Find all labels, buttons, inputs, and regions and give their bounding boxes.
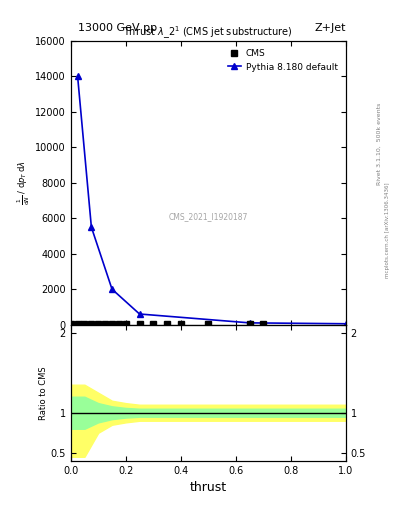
Line: Pythia 8.180 default: Pythia 8.180 default (74, 73, 349, 327)
CMS (261, 322, 266, 328)
Title: Thrust $\lambda\_2^1$ (CMS jet substructure): Thrust $\lambda\_2^1$ (CMS jet substruct… (123, 25, 293, 41)
Text: mcplots.cern.ch [arXiv:1306.3436]: mcplots.cern.ch [arXiv:1306.3436] (385, 183, 389, 278)
Pythia 8.180 default (137, 311, 142, 317)
CMS (75, 322, 80, 328)
CMS (82, 322, 87, 328)
Y-axis label: $\frac{1}{\mathrm{d}N}$ / $\mathrm{d}p_T\,\mathrm{d}\lambda$: $\frac{1}{\mathrm{d}N}$ / $\mathrm{d}p_T… (16, 161, 32, 205)
CMS (103, 322, 108, 328)
CMS (151, 322, 156, 328)
Text: Z+Jet: Z+Jet (314, 23, 346, 33)
CMS (165, 322, 169, 328)
CMS (206, 322, 211, 328)
Pythia 8.180 default (110, 286, 114, 292)
CMS (178, 322, 183, 328)
Y-axis label: Ratio to CMS: Ratio to CMS (39, 366, 48, 419)
CMS (247, 322, 252, 328)
CMS (116, 322, 121, 328)
Text: CMS_2021_I1920187: CMS_2021_I1920187 (169, 212, 248, 221)
CMS (68, 322, 73, 328)
Text: 13000 GeV pp: 13000 GeV pp (78, 23, 158, 33)
Text: Rivet 3.1.10,  500k events: Rivet 3.1.10, 500k events (377, 102, 382, 184)
Pythia 8.180 default (247, 320, 252, 326)
CMS (123, 322, 128, 328)
CMS (110, 322, 114, 328)
Pythia 8.180 default (75, 73, 80, 79)
Pythia 8.180 default (343, 321, 348, 327)
Line: CMS: CMS (68, 322, 266, 327)
CMS (89, 322, 94, 328)
CMS (137, 322, 142, 328)
Pythia 8.180 default (89, 224, 94, 230)
CMS (96, 322, 101, 328)
Legend: CMS, Pythia 8.180 default: CMS, Pythia 8.180 default (224, 46, 342, 75)
X-axis label: thrust: thrust (190, 481, 227, 494)
